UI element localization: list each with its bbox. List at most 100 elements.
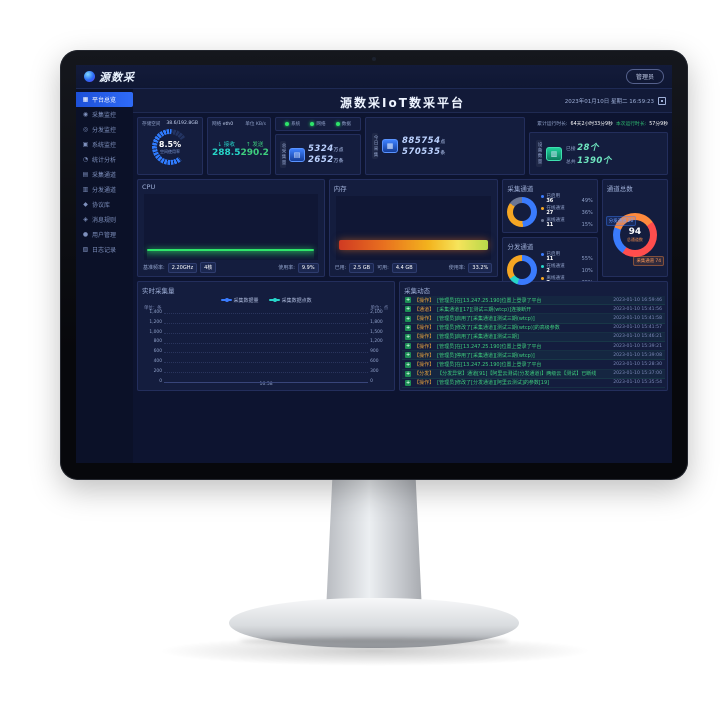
activity-row[interactable]: + 【操作】 [管理员]在[13.247.25.190]位置上登录了平台 2023-0… bbox=[402, 342, 665, 352]
webcam-dot bbox=[372, 57, 376, 61]
today-collect-title: 今日采集 bbox=[372, 132, 378, 160]
realtime-plot-area bbox=[164, 313, 369, 383]
legend-line-icon bbox=[268, 298, 280, 302]
channel-total-caption: 总通道数 bbox=[626, 237, 643, 242]
green-dot-icon bbox=[285, 122, 290, 126]
activity-title: 采集动态 bbox=[404, 287, 431, 295]
memory-chart bbox=[335, 196, 492, 260]
plus-icon: + bbox=[405, 324, 412, 331]
sidebar-item-label: 日志记录 bbox=[92, 247, 117, 254]
sidebar-item-message-rules[interactable]: ◈ 消息规则 bbox=[76, 212, 133, 227]
plus-icon: + bbox=[405, 306, 412, 313]
monitor-bezel: 源数采 管理员 ▦ 平台总览 ◉ 采集监控 ◎ 分发监控 ▣ 系统监控 ◔ 统计分析 ▤ 采… bbox=[60, 50, 688, 480]
fullscreen-icon[interactable] bbox=[658, 97, 666, 105]
plus-icon: + bbox=[405, 379, 412, 386]
page-title: 源数采IoT数采平台 bbox=[340, 96, 465, 110]
channel-total-panel: 通道总数 94 总通道数 分发通道 20 采集 bbox=[601, 179, 669, 277]
sidebar-item-label: 协议库 bbox=[92, 202, 111, 209]
plus-icon: + bbox=[405, 297, 412, 304]
sidebar-item-label: 分发监控 bbox=[92, 127, 117, 134]
activity-row[interactable]: + 【操作】 [管理员]启用了[采集通道][测试三期] 2023-01-10 15:4… bbox=[402, 332, 665, 343]
cpu-usage-label: 使用率: bbox=[278, 265, 295, 271]
activity-row[interactable]: + 【操作】 [管理员]修改了[分发通道][阿里云测试]的参数[19] 2023-01… bbox=[402, 379, 665, 389]
storage-capacity: 38.6/192.8GB bbox=[166, 121, 198, 126]
device-total: 总共 1390个 bbox=[566, 156, 612, 166]
today-points: 885754点 bbox=[402, 135, 446, 146]
chip-icon: ▦ bbox=[382, 139, 398, 153]
activity-row[interactable]: + 【操作】 [管理员]停用了[采集通道][测试三期(wtcp)] 2023-01-1… bbox=[402, 351, 665, 361]
sidebar-item-dispatch-channel[interactable]: ▥ 分发通道 bbox=[76, 182, 133, 197]
memory-panel: 内存 已用: 2.5 GB 可用: 4.4 GB bbox=[328, 179, 499, 277]
logo-icon bbox=[84, 71, 95, 82]
system-icon: ▣ bbox=[82, 141, 89, 148]
memory-free-value: 4.4 GB bbox=[391, 262, 417, 273]
dispatch-channel-title: 分发通道 bbox=[507, 243, 534, 252]
legend-item: 在线通道 2 10% bbox=[541, 264, 593, 275]
activity-row[interactable]: + 【操作】 [管理员]在[13.247.25.190]位置上登录了平台 2023-0… bbox=[402, 296, 665, 306]
sidebar-item-user-management[interactable]: ● 用户管理 bbox=[76, 227, 133, 242]
green-dot-icon bbox=[335, 122, 340, 126]
grid-icon: ▦ bbox=[82, 96, 89, 103]
sidebar-item-system-monitor[interactable]: ▣ 系统监控 bbox=[76, 137, 133, 152]
database-icon: ▤ bbox=[289, 147, 305, 162]
sidebar-item-protocol-lib[interactable]: ◆ 协议库 bbox=[76, 197, 133, 212]
monitor-icon: ◎ bbox=[82, 126, 89, 133]
device-connected: 已接 28个 bbox=[566, 143, 599, 153]
storage-gauge: 8.5% 空间使用率 bbox=[152, 129, 188, 165]
cpu-usage-line bbox=[147, 248, 315, 251]
cpu-cores: 4核 bbox=[200, 262, 217, 273]
legend-item: 已启用 11 55% bbox=[541, 252, 593, 263]
channel-total-value: 94 bbox=[628, 227, 642, 237]
status-network: 网络 bbox=[310, 121, 326, 127]
activity-row[interactable]: + 【操作】 [管理员]在[13.247.25.190]位置上登录了平台 2023-0… bbox=[402, 360, 665, 370]
runtime-session-value: 57分9秒 bbox=[649, 121, 668, 127]
monitor-icon: ◉ bbox=[82, 111, 89, 118]
sidebar-item-label: 采集监控 bbox=[92, 112, 117, 119]
rx-label: ↓ 接收 bbox=[217, 142, 235, 148]
legend-dot-icon bbox=[541, 265, 545, 269]
memory-usage-value: 33.2% bbox=[468, 262, 493, 273]
library-icon: ◆ bbox=[83, 201, 88, 208]
sidebar-item-log-records[interactable]: ▧ 日志记录 bbox=[76, 242, 133, 257]
activity-row[interactable]: + 【操作】 [管理员]启用了[采集通道][测试三期(wtcp)] 2023-01-1… bbox=[402, 314, 665, 324]
left-axis-ticks: 1,400 1,200 1,000 800 600 400 200 0 bbox=[149, 310, 162, 384]
sidebar-item-stat-analysis[interactable]: ◔ 统计分析 bbox=[76, 152, 133, 167]
total-collect-title: 总采集量 bbox=[280, 141, 286, 168]
status-system: 系统 bbox=[285, 121, 300, 127]
sidebar-item-platform-overview[interactable]: ▦ 平台总览 bbox=[76, 92, 133, 107]
today-collect-card: 今日采集 ▦ 885754点 570535条 bbox=[365, 117, 525, 175]
memory-title: 内存 bbox=[333, 185, 347, 193]
total-collect-card: 总采集量 ▤ 5324万点 2652万条 bbox=[275, 134, 361, 175]
sidebar-item-dispatch-monitor[interactable]: ◎ 分发监控 bbox=[76, 122, 133, 137]
sidebar-item-collect-monitor[interactable]: ◉ 采集监控 bbox=[76, 107, 133, 122]
plus-icon: + bbox=[405, 352, 412, 359]
cpu-title: CPU bbox=[142, 183, 156, 191]
title-bar: 源数采IoT数采平台 2023年01月10日 星期二 16:59:23 bbox=[133, 89, 672, 113]
dispatch-channel-donut bbox=[507, 254, 538, 285]
plus-icon: + bbox=[405, 370, 412, 377]
sidebar: ▦ 平台总览 ◉ 采集监控 ◎ 分发监控 ▣ 系统监控 ◔ 统计分析 ▤ 采集通道 ▥ 分发通… bbox=[76, 89, 133, 463]
activity-row[interactable]: + 【通道】 [采集通道][17][测试三期(wtcp)]连接断开 2023-01-1… bbox=[402, 305, 665, 315]
channel-total-title: 通道总数 bbox=[606, 185, 633, 193]
tx-value: 290.2 bbox=[240, 148, 269, 158]
admin-button[interactable]: 管理员 bbox=[625, 69, 664, 84]
sidebar-item-label: 平台总览 bbox=[92, 97, 117, 104]
legend-data-volume[interactable]: 采集数据量 bbox=[220, 296, 259, 304]
memory-usage-label: 使用率: bbox=[448, 265, 466, 271]
device-count-card: 设备数量 ▥ 已接 28个 总共 1390个 bbox=[529, 132, 668, 175]
activity-row[interactable]: + 【分发】 【分发异常】通道[91]【阿里云测试(分发通道)】两级云【测试】已断线… bbox=[402, 369, 665, 379]
monitor-stand-neck bbox=[326, 470, 422, 612]
cpu-freq-label: 基准频率: bbox=[143, 265, 165, 271]
sidebar-item-label: 分发通道 bbox=[92, 187, 117, 194]
legend-dot-icon bbox=[541, 219, 545, 223]
activity-row[interactable]: + 【操作】 [管理员]修改了[采集通道][测试三期(wtcp)]的高级参数 2023… bbox=[402, 324, 665, 333]
dashboard-content: 存储空间 38.6/192.8GB 8.5% 空间使用率 bbox=[133, 113, 672, 463]
collect-callout: 采集通道 74 bbox=[633, 256, 665, 266]
sidebar-item-collect-channel[interactable]: ▤ 采集通道 bbox=[76, 167, 133, 182]
realtime-chart-title: 实时采集量 bbox=[142, 287, 175, 295]
realtime-chart-panel: 实时采集量 采集数据量 采集数据点数 单位：条 单位：点 bbox=[137, 281, 396, 391]
status-dots-card: 系统 网络 数据 bbox=[275, 117, 361, 131]
legend-data-points[interactable]: 采集数据点数 bbox=[268, 296, 312, 304]
legend-item: 已启用 36 49% bbox=[541, 194, 593, 205]
plus-icon: + bbox=[405, 315, 412, 322]
